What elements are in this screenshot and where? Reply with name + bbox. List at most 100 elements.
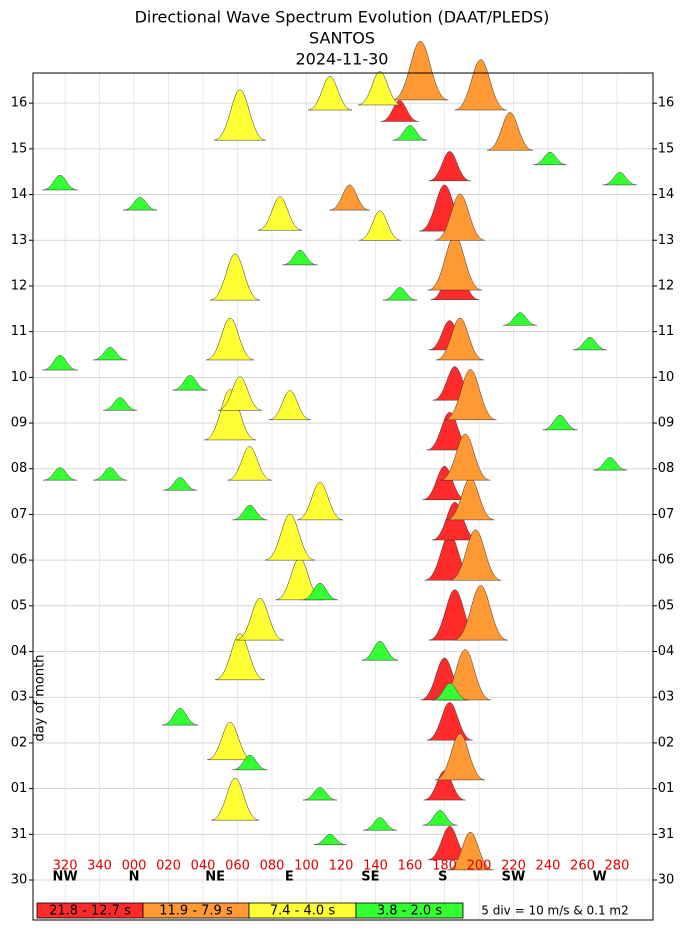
legend-label: 3.8 - 2.0 s [377, 904, 442, 919]
x-tick-label: 220 [501, 859, 526, 874]
legend-label: 11.9 - 7.9 s [159, 904, 233, 919]
spectrum-peak [163, 477, 198, 491]
y2-tick-label: 13 [658, 233, 675, 248]
spectrum-peak [447, 831, 494, 871]
spectrum-peak [503, 312, 538, 326]
spectrum-peak [214, 633, 266, 681]
spectrum-peak [382, 287, 418, 301]
spectrum-peak [123, 197, 158, 211]
x-tick-label: 100 [294, 859, 319, 874]
spectrum-peak [204, 389, 257, 441]
plot-frame [32, 72, 654, 921]
spectrum-peak [207, 721, 254, 761]
spectrum-peak [434, 193, 486, 241]
spectrum-peak [426, 702, 473, 741]
spectrum-peak [307, 76, 353, 111]
spectrum-peak [422, 465, 467, 501]
spectrum-peak [440, 433, 491, 481]
compass-label: SE [361, 870, 379, 885]
spectrum-peak [444, 369, 497, 421]
y2-tick-label: 31 [658, 827, 675, 842]
spectrum-peak [453, 585, 508, 641]
y2-tick-label: 04 [658, 644, 675, 659]
y-tick-label: 30 [11, 873, 28, 888]
y2-tick-label: 30 [658, 873, 675, 888]
spectrum-peak [162, 708, 199, 726]
y2-tick-label: 08 [658, 461, 675, 476]
legend-swatch [355, 902, 464, 919]
y-tick-label: 03 [11, 690, 28, 705]
spectrum-peak [227, 446, 272, 481]
spectrum-peak [213, 89, 267, 141]
y-tick-label: 12 [11, 278, 28, 293]
spectrum-peak [572, 337, 607, 351]
spectrum-peak [361, 641, 399, 661]
y-tick-label: 31 [11, 827, 28, 842]
spectrum-peak [422, 810, 458, 826]
spectrum-peak [42, 355, 78, 371]
spectrum-peak [542, 414, 578, 431]
spectrum-peak [93, 347, 128, 361]
spectrum-peak [211, 777, 260, 821]
spectrum-peak [282, 249, 318, 266]
y2-tick-label: 03 [658, 690, 675, 705]
x-tick-label: 340 [87, 859, 112, 874]
y2-tick-label: 05 [658, 598, 675, 613]
chart-title: Directional Wave Spectrum Evolution (DAA… [135, 8, 550, 27]
y-tick-label: 16 [11, 96, 28, 111]
y-tick-label: 06 [11, 553, 28, 568]
spectrum-peak [210, 253, 261, 301]
spectrum-peak [232, 754, 268, 771]
spectrum-peak [301, 582, 338, 601]
y2-tick-label: 12 [658, 278, 675, 293]
x-tick-label: 280 [605, 859, 630, 874]
y-tick-label: 11 [11, 324, 28, 339]
x-tick-label: 040 [191, 859, 216, 874]
spectrum-peak [428, 151, 471, 182]
compass-label: W [593, 870, 607, 885]
legend-label: 7.4 - 4.0 s [270, 904, 335, 919]
y2-tick-label: 14 [658, 187, 675, 202]
spectrum-peak [264, 513, 316, 561]
y-tick-label: 04 [11, 644, 28, 659]
spectrum-peak [302, 787, 337, 801]
x-tick-label: 020 [156, 859, 181, 874]
y2-tick-label: 06 [658, 553, 675, 568]
x-tick-label: 260 [570, 859, 595, 874]
spectrum-peak [329, 184, 370, 211]
x-tick-label: 320 [53, 859, 78, 874]
spectrum-peak [43, 467, 78, 481]
y-tick-label: 05 [11, 598, 28, 613]
y-tick-label: 09 [11, 416, 28, 431]
spectrum-peak [392, 40, 449, 101]
compass-label: NE [205, 870, 225, 885]
compass-label: SW [502, 870, 526, 885]
y-tick-label: 08 [11, 461, 28, 476]
spectrum-peak [268, 390, 312, 421]
spectrum-peak [235, 597, 285, 641]
spectrum-peak [431, 682, 469, 701]
y2-tick-label: 01 [658, 781, 675, 796]
x-tick-label: 140 [363, 859, 388, 874]
spectrum-peak [602, 172, 637, 186]
spectrum-peak [362, 817, 398, 831]
spectrum-peak [257, 196, 303, 231]
spectrum-peak [357, 71, 403, 106]
chart-subtitle: SANTOS [309, 29, 375, 48]
y-tick-label: 14 [11, 187, 28, 202]
x-tick-label: 160 [398, 859, 423, 874]
spectrum-peak [93, 467, 128, 481]
y-axis-label: day of month [33, 655, 48, 742]
x-tick-label: 200 [467, 859, 492, 874]
spectrum-peak [296, 481, 344, 521]
y-tick-label: 02 [11, 735, 28, 750]
spectrum-peak [206, 317, 255, 361]
compass-label: E [285, 870, 294, 885]
y2-tick-label: 16 [658, 96, 675, 111]
spectrum-peak [172, 375, 208, 391]
y2-tick-label: 10 [658, 370, 675, 385]
spectrum-peak [427, 235, 482, 291]
spectrum-peak [313, 834, 347, 846]
legend-label: 21.8 - 12.7 s [49, 904, 131, 919]
compass-label: N [129, 870, 140, 885]
